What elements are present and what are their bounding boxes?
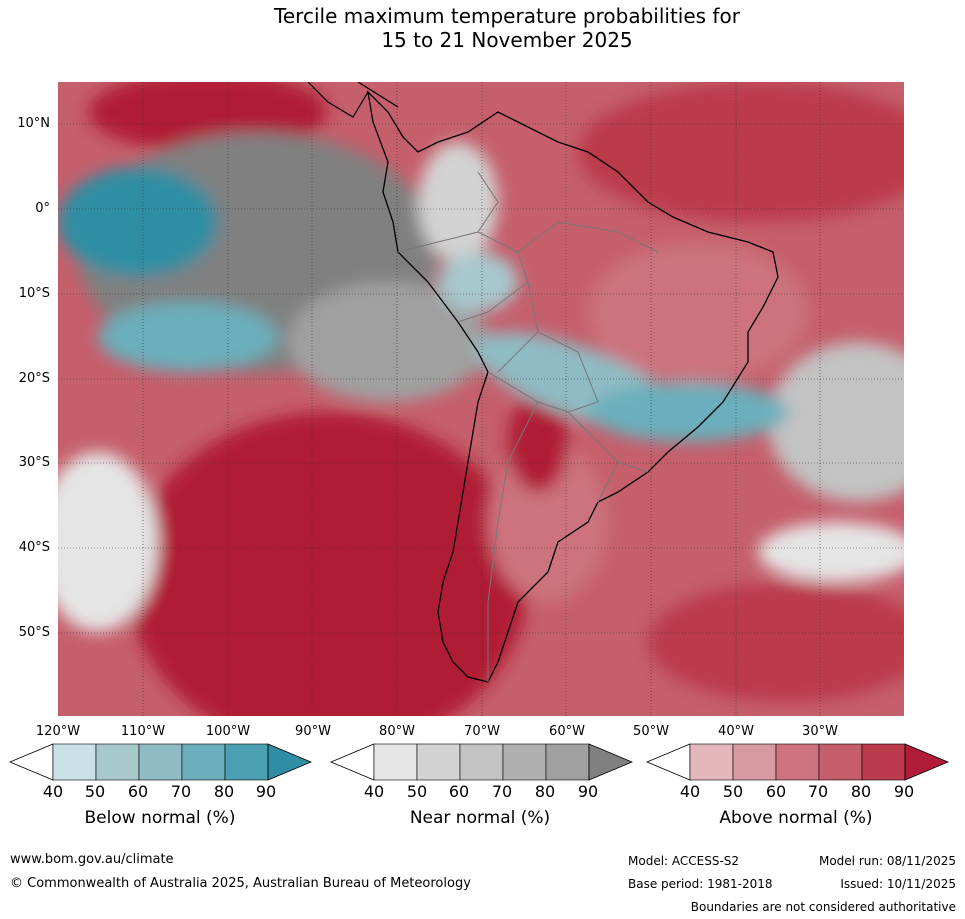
lat-label-30s: 30°S xyxy=(18,455,50,470)
legend-below-tick: 60 xyxy=(127,782,149,801)
legend-below-swatch xyxy=(224,743,269,781)
below-normal-southeast-pacific xyxy=(98,302,278,372)
legend-above-swatch xyxy=(775,743,820,781)
near-normal-south-pacific xyxy=(58,452,158,632)
title-line-1: Tercile maximum temperature probabilitie… xyxy=(274,4,740,28)
below-normal-peru xyxy=(438,252,518,312)
country-borders xyxy=(397,171,659,682)
legend-above-swatch xyxy=(689,743,734,781)
legend-near-tick: 50 xyxy=(406,782,428,801)
legend-near-label: Near normal (%) xyxy=(409,808,551,828)
legend-below-swatch xyxy=(52,743,97,781)
legend-above-label: Above normal (%) xyxy=(719,808,873,828)
below-normal-southeast-brazil xyxy=(588,382,788,442)
legend-below-tick: 40 xyxy=(42,782,64,801)
lon-label-90w: 90°W xyxy=(295,724,331,739)
legend-above-min-arrow xyxy=(645,743,691,781)
above-70-argentina xyxy=(488,442,608,602)
lat-label-40s: 40°S xyxy=(18,540,50,555)
footer-model: Model: ACCESS-S2 xyxy=(628,854,740,868)
lon-label-120w: 120°W xyxy=(35,724,81,739)
near-normal-south-atlantic xyxy=(758,522,904,582)
legend-near-max-arrow xyxy=(588,743,634,781)
probability-map xyxy=(58,82,904,716)
legend-above-swatch xyxy=(732,743,777,781)
legend-bar-above xyxy=(645,743,950,781)
legend-near-tick: 60 xyxy=(448,782,470,801)
legend-below-tick: 70 xyxy=(170,782,192,801)
title-line-2: 15 to 21 November 2025 xyxy=(381,28,633,52)
above-80-north-atlantic xyxy=(578,82,904,222)
lon-label-70w: 70°W xyxy=(464,724,500,739)
lon-label-80w: 80°W xyxy=(379,724,415,739)
legend-above-tick: 50 xyxy=(722,782,744,801)
above-90-chaco xyxy=(508,392,568,492)
legend-near-swatch xyxy=(502,743,547,781)
lat-label-50s: 50°S xyxy=(18,625,50,640)
legend-below-label: Below normal (%) xyxy=(84,808,236,828)
legend-near-tick: 90 xyxy=(577,782,599,801)
near-normal-off-peru xyxy=(288,282,488,402)
lon-label-100w: 100°W xyxy=(205,724,251,739)
legend-below-swatch xyxy=(138,743,183,781)
legend-near-swatch xyxy=(545,743,590,781)
legend-above-max-arrow xyxy=(904,743,950,781)
lat-label-10s: 10°S xyxy=(18,286,50,301)
legend-near-swatch xyxy=(373,743,418,781)
legend-above-tick: 40 xyxy=(679,782,701,801)
footer-disclaimer: Boundaries are not considered authoritat… xyxy=(690,900,956,914)
lat-label-0: 0° xyxy=(35,201,50,216)
legend-bars xyxy=(8,743,950,781)
central-america-coastline xyxy=(307,82,399,118)
legend-bar-below xyxy=(8,743,313,781)
lon-label-30w: 30°W xyxy=(802,724,838,739)
legend-above-tick: 70 xyxy=(807,782,829,801)
legend-near-min-arrow xyxy=(329,743,375,781)
map-title: Tercile maximum temperature probabilitie… xyxy=(0,4,965,52)
legend-below-tick: 50 xyxy=(84,782,106,801)
lat-label-20s: 20°S xyxy=(18,371,50,386)
legend-below-max-arrow xyxy=(267,743,313,781)
lat-label-10n: 10°N xyxy=(17,116,50,131)
footer-copyright: © Commonwealth of Australia 2025, Austra… xyxy=(10,876,471,891)
footer-base-period: Base period: 1981-2018 xyxy=(628,877,773,891)
legend-above-swatch xyxy=(861,743,906,781)
legend-above-tick: 90 xyxy=(893,782,915,801)
footer-model-run: Model run: 08/11/2025 xyxy=(818,854,956,868)
footer-website: www.bom.gov.au/climate xyxy=(10,852,174,867)
legend-near-swatch xyxy=(459,743,504,781)
above-70-brazil xyxy=(588,242,808,382)
legend-near-swatch xyxy=(416,743,461,781)
legend-bar-near xyxy=(329,743,634,781)
map-canvas xyxy=(58,82,904,716)
legend-below-tick: 90 xyxy=(255,782,277,801)
legend-above-swatch xyxy=(818,743,863,781)
legend-below-min-arrow xyxy=(8,743,54,781)
below-normal-equatorial-pacific xyxy=(58,167,218,277)
south-america-coastline xyxy=(367,90,779,683)
lon-label-110w: 110°W xyxy=(120,724,166,739)
near-normal-mid-atlantic xyxy=(768,342,904,502)
lon-label-60w: 60°W xyxy=(549,724,585,739)
lon-label-40w: 40°W xyxy=(718,724,754,739)
legend-above-tick: 60 xyxy=(765,782,787,801)
legend-below-swatch xyxy=(181,743,226,781)
legend-near-tick: 40 xyxy=(363,782,385,801)
lon-label-50w: 50°W xyxy=(633,724,669,739)
legend-near-tick: 70 xyxy=(491,782,513,801)
legend-above-tick: 80 xyxy=(850,782,872,801)
footer-issued: Issued: 10/11/2025 xyxy=(840,877,956,891)
above-80-south-atlantic xyxy=(648,582,904,702)
legend-near-tick: 80 xyxy=(534,782,556,801)
legend-below-swatch xyxy=(95,743,140,781)
legend-below-tick: 80 xyxy=(213,782,235,801)
